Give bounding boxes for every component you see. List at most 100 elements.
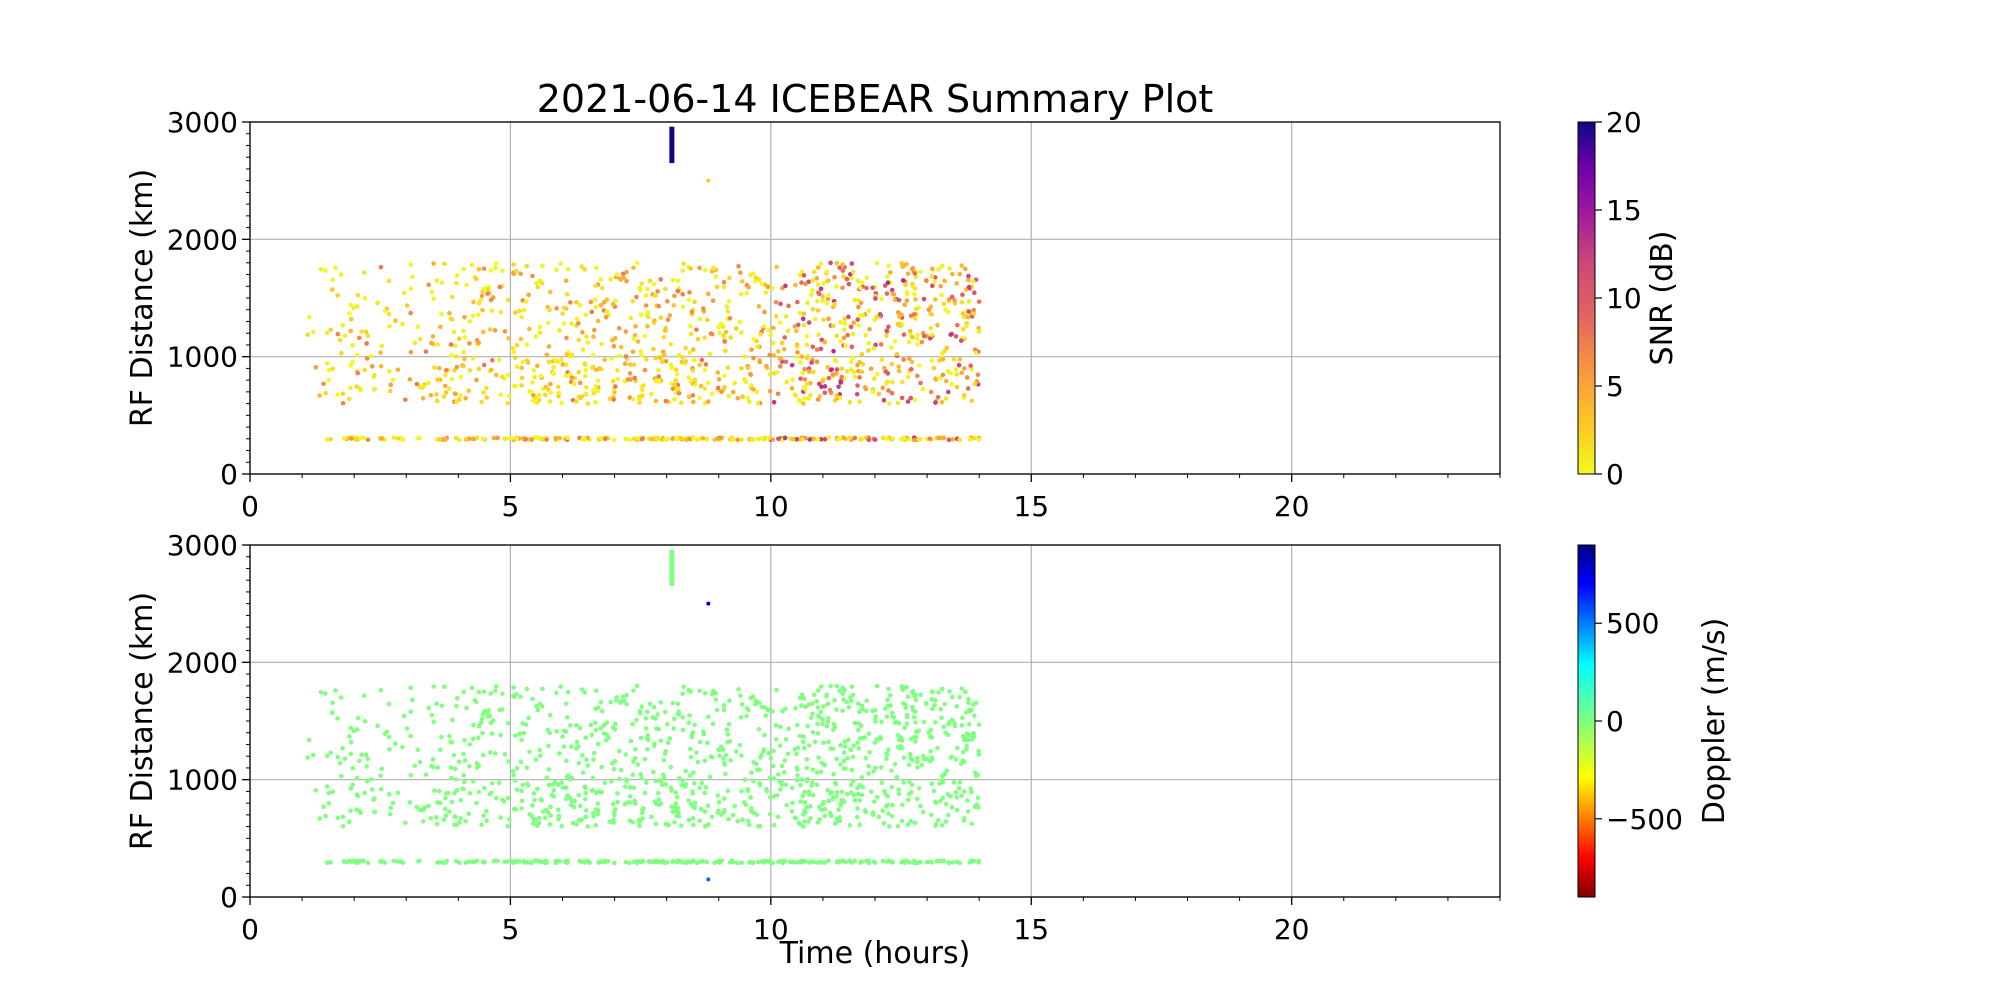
scatter-point (840, 262, 845, 267)
scatter-point (449, 799, 455, 805)
scatter-point (935, 817, 941, 823)
scatter-point (430, 764, 436, 770)
scatter-point (645, 324, 650, 329)
scatter-point (838, 803, 843, 808)
scatter-point (443, 368, 449, 373)
scatter-point (920, 386, 926, 392)
scatter-point (456, 759, 462, 765)
scatter-point (716, 747, 722, 753)
scatter-point (856, 304, 861, 310)
scatter-point (748, 371, 753, 377)
scatter-point (965, 738, 971, 743)
scatter-point (462, 335, 468, 340)
scatter-point (802, 789, 807, 795)
scatter-point (647, 278, 653, 284)
scatter-point (434, 815, 439, 820)
scatter-point (585, 763, 591, 768)
scatter-point (638, 349, 644, 354)
scatter-point (556, 390, 562, 396)
scatter-point (674, 859, 680, 865)
scatter-point (739, 789, 744, 794)
scatter-point (805, 723, 810, 729)
scatter-point (653, 293, 658, 298)
scatter-point (470, 436, 475, 442)
scatter-point (576, 321, 581, 326)
scatter-point (531, 368, 537, 373)
scatter-point (474, 858, 480, 863)
scatter-point (873, 765, 878, 771)
scatter-point (452, 343, 458, 349)
scatter-point (860, 361, 866, 367)
scatter-point (832, 274, 837, 280)
scatter-point (795, 349, 800, 355)
scatter-point (931, 788, 937, 794)
scatter-point (870, 389, 876, 395)
scatter-point (881, 820, 887, 826)
scatter-point (506, 759, 511, 764)
scatter-point (702, 386, 708, 391)
scatter-point (584, 334, 589, 339)
scatter-point (330, 277, 336, 283)
scatter-point (672, 382, 678, 388)
scatter-point (810, 701, 815, 706)
scatter-point (490, 357, 495, 363)
scatter-point (838, 319, 843, 325)
scatter-point (852, 297, 857, 303)
scatter-point (577, 302, 583, 308)
scatter-point (447, 310, 452, 316)
scatter-point (563, 701, 569, 706)
scatter-point (852, 797, 858, 803)
scatter-point (808, 380, 813, 386)
scatter-point (924, 701, 929, 707)
scatter-point (814, 275, 820, 281)
scatter-point (582, 267, 588, 272)
scatter-point (847, 399, 853, 405)
scatter-point (918, 859, 923, 865)
x-tick-label: 15 (1013, 913, 1049, 946)
scatter-point (810, 369, 816, 375)
scatter-point (551, 794, 557, 799)
scatter-point (856, 791, 861, 797)
scatter-point (946, 437, 952, 443)
scatter-point (727, 738, 733, 744)
scatter-point (856, 721, 861, 726)
colorbar-label: SNR (dB) (1645, 231, 1680, 366)
scatter-point (716, 808, 721, 814)
scatter-point (904, 291, 910, 297)
scatter-point (834, 260, 840, 266)
scatter-point (900, 278, 906, 283)
scatter-point (810, 767, 816, 773)
scatter-point (803, 810, 808, 815)
scatter-point (326, 367, 332, 373)
scatter-point (706, 601, 711, 606)
scatter-point (801, 311, 807, 317)
scatter-point (957, 694, 962, 700)
scatter-point (838, 380, 843, 385)
scatter-point (752, 278, 758, 284)
scatter-point (761, 324, 767, 329)
scatter-point (544, 437, 549, 442)
scatter-point (884, 333, 889, 339)
scatter-point (924, 278, 929, 284)
scatter-point (959, 370, 965, 376)
scatter-point (913, 297, 918, 302)
scatter-point (470, 859, 475, 865)
scatter-point (452, 790, 457, 796)
scatter-point (815, 397, 821, 402)
scatter-point (537, 324, 543, 330)
scatter-point (899, 818, 905, 824)
scatter-point (510, 769, 516, 774)
scatter-point (514, 342, 520, 348)
scatter-point (762, 732, 767, 738)
scatter-point (820, 721, 825, 727)
scatter-point (593, 807, 599, 812)
scatter-point (895, 310, 901, 315)
scatter-point (757, 359, 763, 365)
scatter-point (889, 345, 894, 350)
scatter-point (552, 779, 558, 785)
scatter-point (879, 780, 885, 786)
scatter-point (537, 330, 543, 335)
scatter-point (742, 354, 748, 359)
scatter-point (868, 366, 874, 371)
scatter-point (653, 355, 658, 361)
